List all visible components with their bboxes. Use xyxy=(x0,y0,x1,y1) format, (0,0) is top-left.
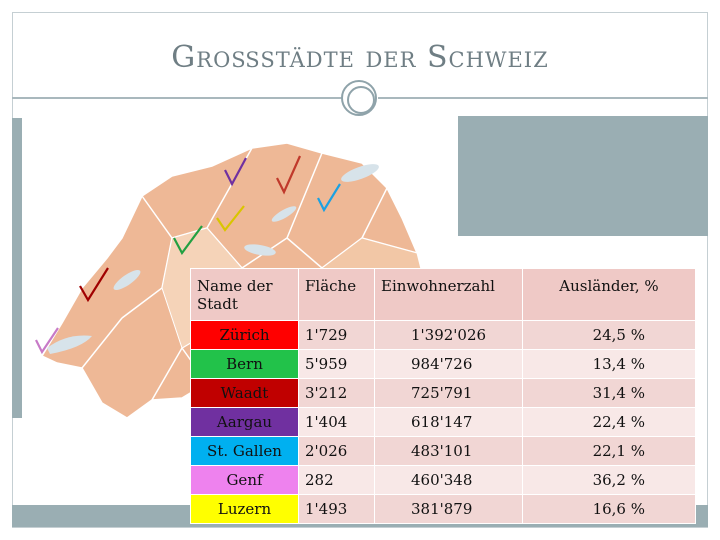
city-population: 483'101 xyxy=(374,436,523,466)
accent-band-right xyxy=(458,116,708,236)
check-stgallen-icon xyxy=(317,183,341,213)
cities-table: Name der Stadt Fläche Einwohnerzahl Ausl… xyxy=(190,268,696,524)
check-bern-icon xyxy=(173,225,203,256)
table-row: Zürich 1'729 1'392'026 24,5 % xyxy=(190,320,696,350)
accent-band-left xyxy=(12,118,22,418)
city-area: 2'026 xyxy=(298,436,375,466)
check-luzern-icon xyxy=(216,205,245,232)
city-area: 1'729 xyxy=(298,320,375,350)
city-foreigners: 13,4 % xyxy=(522,349,696,379)
city-population: 984'726 xyxy=(374,349,523,379)
circle-ornament-icon xyxy=(341,80,377,116)
city-area: 5'959 xyxy=(298,349,375,379)
check-waadt-icon xyxy=(79,267,109,303)
header-area: Fläche xyxy=(298,268,375,321)
table-header-row: Name der Stadt Fläche Einwohnerzahl Ausl… xyxy=(190,268,696,321)
city-area: 1'493 xyxy=(298,494,375,524)
lake-geneva xyxy=(47,335,92,354)
lake-neuchatel xyxy=(113,269,141,291)
header-name: Name der Stadt xyxy=(190,268,299,321)
lake-constance xyxy=(341,164,379,182)
city-name: Bern xyxy=(190,349,299,379)
city-area: 1'404 xyxy=(298,407,375,437)
city-area: 3'212 xyxy=(298,378,375,408)
check-genf-icon xyxy=(35,327,59,355)
city-area: 282 xyxy=(298,465,375,495)
table-row: Luzern 1'493 381'879 16,6 % xyxy=(190,494,696,524)
table-row: Bern 5'959 984'726 13,4 % xyxy=(190,349,696,379)
city-name: St. Gallen xyxy=(190,436,299,466)
city-name: Genf xyxy=(190,465,299,495)
lake-lucerne xyxy=(244,244,276,256)
table-row: Aargau 1'404 618'147 22,4 % xyxy=(190,407,696,437)
city-name: Luzern xyxy=(190,494,299,524)
table-row: Genf 282 460'348 36,2 % xyxy=(190,465,696,495)
city-foreigners: 22,4 % xyxy=(522,407,696,437)
city-foreigners: 24,5 % xyxy=(522,320,696,350)
check-zurich-icon xyxy=(276,155,302,195)
table-row: St. Gallen 2'026 483'101 22,1 % xyxy=(190,436,696,466)
city-name: Waadt xyxy=(190,378,299,408)
title-divider-right xyxy=(378,97,708,99)
title-divider-left xyxy=(12,97,342,99)
city-foreigners: 36,2 % xyxy=(522,465,696,495)
header-foreigners: Ausländer, % xyxy=(522,268,696,321)
slide-title: Großstädte der Schweiz xyxy=(171,40,549,75)
table-row: Waadt 3'212 725'791 31,4 % xyxy=(190,378,696,408)
city-name: Zürich xyxy=(190,320,299,350)
city-foreigners: 16,6 % xyxy=(522,494,696,524)
city-population: 1'392'026 xyxy=(374,320,523,350)
city-population: 460'348 xyxy=(374,465,523,495)
header-population: Einwohnerzahl xyxy=(374,268,523,321)
city-foreigners: 31,4 % xyxy=(522,378,696,408)
city-foreigners: 22,1 % xyxy=(522,436,696,466)
check-aargau-icon xyxy=(224,157,247,187)
city-population: 381'879 xyxy=(374,494,523,524)
city-name: Aargau xyxy=(190,407,299,437)
lake-zurich xyxy=(271,206,297,222)
city-population: 618'147 xyxy=(374,407,523,437)
city-population: 725'791 xyxy=(374,378,523,408)
